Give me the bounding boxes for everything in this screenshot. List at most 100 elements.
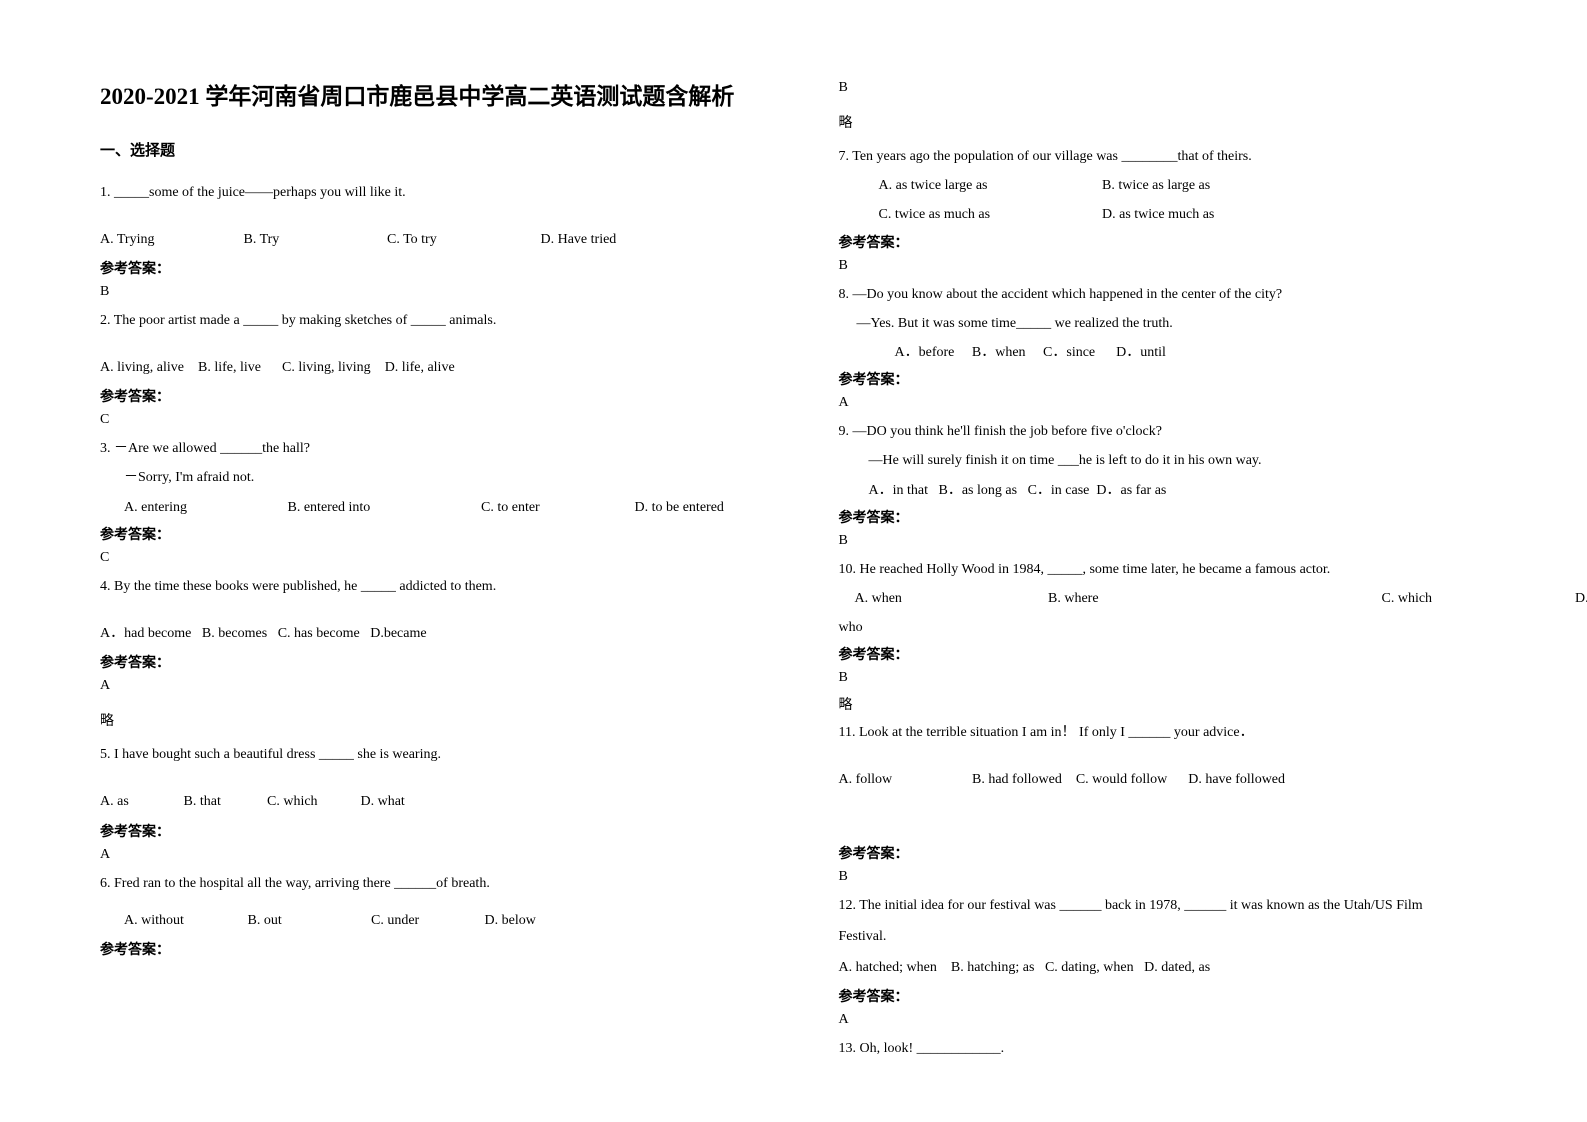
option-d: D．as far as <box>1096 478 1166 503</box>
question-13: 13. Oh, look! ____________. <box>839 1036 1528 1061</box>
options-row: A. living, alive B. life, live C. living… <box>100 355 789 380</box>
option-c: C. has become <box>278 621 360 646</box>
options-row: A．before B．when C．since D．until <box>839 340 1528 365</box>
option-c: C. which <box>1382 586 1572 611</box>
option-a: A. Trying <box>100 227 240 252</box>
option-d: D. below <box>485 908 536 933</box>
qnum: 3. <box>100 441 111 456</box>
qnum: 8. <box>839 287 850 302</box>
answer-value: B <box>839 869 1528 885</box>
options-row: A. when B. where C. which D. <box>839 586 1587 611</box>
answer-label: 参考答案： <box>100 652 789 672</box>
qtext: He reached Holly Wood in 1984, _____, so… <box>860 562 1331 577</box>
option-a: A. living, alive <box>100 355 184 380</box>
qnum: 11. <box>839 725 856 740</box>
qtext: By the time these books were published, … <box>114 579 496 594</box>
option-c: C. dating, when <box>1045 955 1134 980</box>
option-b: B. life, live <box>198 355 261 380</box>
options-row: A. follow B. had followed C. would follo… <box>839 767 1528 792</box>
answer-value: A <box>100 847 789 863</box>
option-a: A. entering <box>124 495 284 520</box>
question-stem: 7. Ten years ago the population of our v… <box>839 144 1528 169</box>
qtext: Look at the terrible situation I am in！ … <box>859 725 1254 740</box>
option-c: C. to enter <box>481 495 631 520</box>
question-7: 7. Ten years ago the population of our v… <box>839 144 1528 274</box>
answer-note: 略 <box>839 112 1528 132</box>
answer-note: 略 <box>839 694 1528 714</box>
option-c: C．in case <box>1028 478 1090 503</box>
qtext: I have bought such a beautiful dress ___… <box>111 747 441 762</box>
question-9: 9. —DO you think he'll finish the job be… <box>839 419 1528 549</box>
question-6: 6. Fred ran to the hospital all the way,… <box>100 871 789 959</box>
question-stem: 2. The poor artist made a _____ by makin… <box>100 308 789 333</box>
option-a: A. hatched; when <box>839 955 937 980</box>
question-stem-line2: －Sorry, I'm afraid not. <box>100 465 789 490</box>
question-stem: 13. Oh, look! ____________. <box>839 1036 1528 1061</box>
option-d: D. what <box>361 789 405 814</box>
question-11: 11. Look at the terrible situation I am … <box>839 720 1528 884</box>
option-a: A. when <box>855 586 1045 611</box>
question-stem: 6. Fred ran to the hospital all the way,… <box>100 871 789 896</box>
qtext: Fred ran to the hospital all the way, ar… <box>114 876 490 891</box>
option-b: B. where <box>1048 586 1378 611</box>
option-c: C. twice as much as <box>879 202 1099 227</box>
options-row: A. Trying B. Try C. To try D. Have tried <box>100 227 789 252</box>
answer-label: 参考答案： <box>100 821 789 841</box>
qnum: 2. <box>100 313 111 328</box>
qnum: 4. <box>100 579 111 594</box>
question-4: 4. By the time these books were publishe… <box>100 574 789 730</box>
option-c: C. under <box>371 908 481 933</box>
question-3: 3. －Are we allowed ______the hall? －Sorr… <box>100 436 789 566</box>
answer-value: C <box>100 412 789 428</box>
question-stem: 4. By the time these books were publishe… <box>100 574 789 599</box>
option-b: B. entered into <box>288 495 478 520</box>
answer-label: 参考答案： <box>100 258 789 278</box>
options-row: A．in that B．as long as C．in case D．as fa… <box>839 478 1528 503</box>
option-d: D. dated, as <box>1144 955 1210 980</box>
qnum: 13. <box>839 1041 857 1056</box>
options-row: A. hatched; when B. hatching; as C. dati… <box>839 955 1528 980</box>
question-stem-line2: Festival. <box>839 924 1528 949</box>
qnum: 5. <box>100 747 111 762</box>
right-column: B 略 7. Ten years ago the population of o… <box>819 80 1538 1067</box>
option-b: B. out <box>248 908 368 933</box>
qnum: 9. <box>839 424 850 439</box>
question-2: 2. The poor artist made a _____ by makin… <box>100 308 789 428</box>
answer-label: 参考答案： <box>839 507 1528 527</box>
qtext: _____some of the juice——perhaps you will… <box>114 185 406 200</box>
qtext: －Are we allowed ______the hall? <box>114 441 310 456</box>
qtext: Ten years ago the population of our vill… <box>852 149 1251 164</box>
answer-note: 略 <box>100 710 789 730</box>
question-12: 12. The initial idea for our festival wa… <box>839 893 1528 1029</box>
option-d: D. as twice much as <box>1102 202 1214 227</box>
option-b: B. that <box>184 789 264 814</box>
options-row-1: A. as twice large as B. twice as large a… <box>839 173 1528 198</box>
option-d: D. Have tried <box>541 227 617 252</box>
left-column: 2020-2021 学年河南省周口市鹿邑县中学高二英语测试题含解析 一、选择题 … <box>100 80 819 1067</box>
answer-label: 参考答案： <box>839 986 1528 1006</box>
option-d: D.became <box>370 621 426 646</box>
question-stem: 5. I have bought such a beautiful dress … <box>100 742 789 767</box>
page-root: 2020-2021 学年河南省周口市鹿邑县中学高二英语测试题含解析 一、选择题 … <box>0 0 1587 1107</box>
option-d: D. have followed <box>1188 767 1285 792</box>
option-b: B. twice as large as <box>1102 173 1210 198</box>
question-10: 10. He reached Holly Wood in 1984, _____… <box>839 557 1528 715</box>
answer-label: 参考答案： <box>839 369 1528 389</box>
question-stem-line1: 3. －Are we allowed ______the hall? <box>100 436 789 461</box>
question-stem: 1. _____some of the juice——perhaps you w… <box>100 180 789 205</box>
options-row: A. without B. out C. under D. below <box>100 908 789 933</box>
option-d: D. <box>1575 586 1587 611</box>
answer-label: 参考答案： <box>100 386 789 406</box>
option-a: A．in that <box>869 478 929 503</box>
answer-label: 参考答案： <box>839 843 1528 863</box>
qtext: The poor artist made a _____ by making s… <box>114 313 497 328</box>
option-a: A. follow <box>839 767 969 792</box>
option-a: A. as twice large as <box>879 173 1099 198</box>
question-stem: 10. He reached Holly Wood in 1984, _____… <box>839 557 1528 582</box>
answer-value: B <box>839 533 1528 549</box>
answer-value: B <box>839 258 1528 274</box>
option-b: B．as long as <box>939 478 1018 503</box>
qtext: —Do you know about the accident which ha… <box>853 287 1283 302</box>
answer-label: 参考答案： <box>839 644 1528 664</box>
option-a: A．before <box>895 340 955 365</box>
